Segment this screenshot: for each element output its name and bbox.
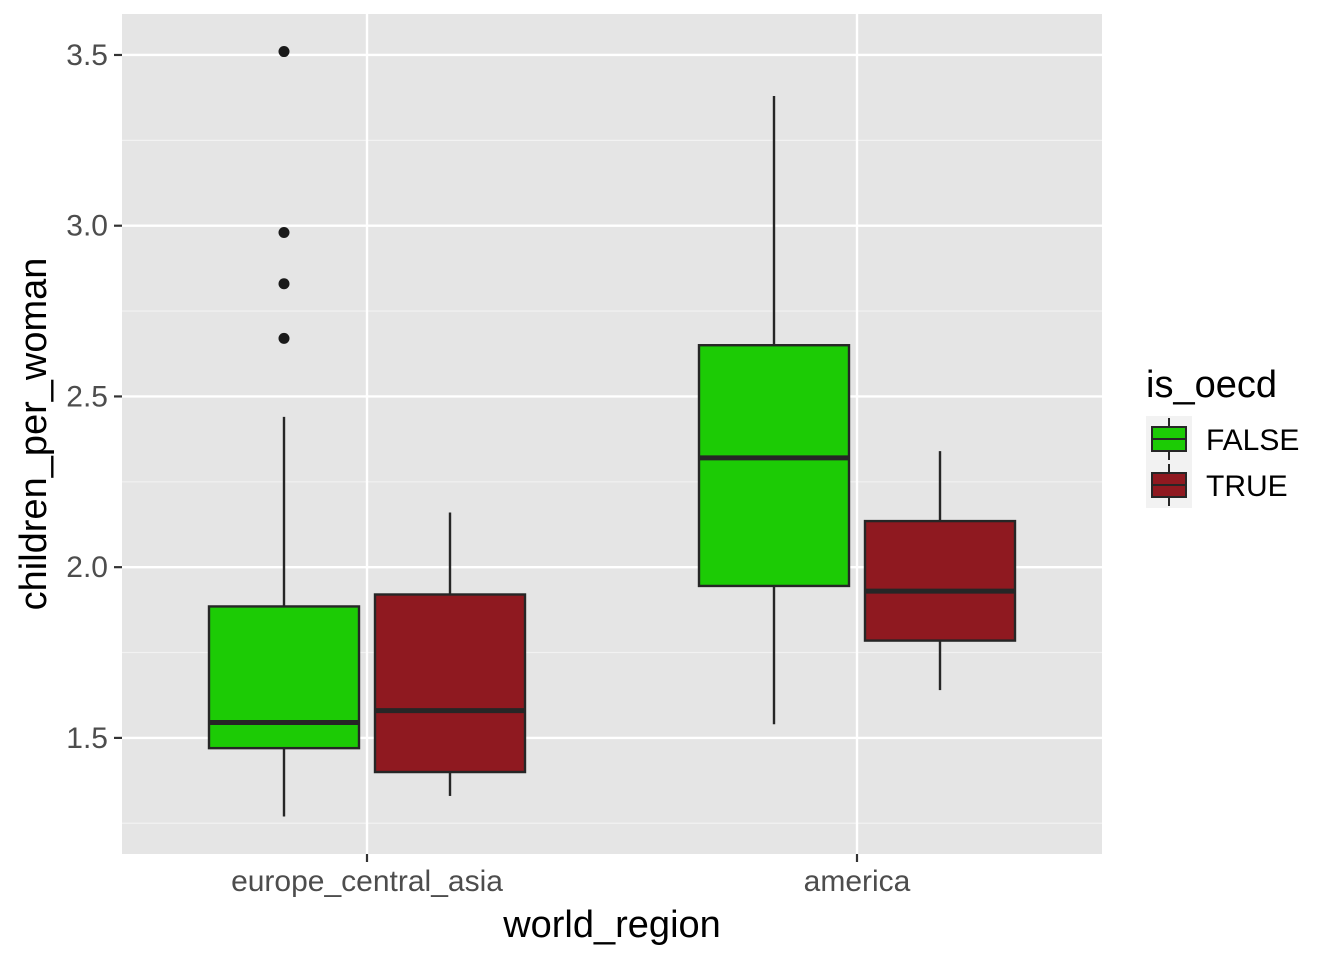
legend-title: is_oecd xyxy=(1146,364,1277,406)
y-axis-title: children_per_woman xyxy=(13,258,55,611)
x-axis-ticks: europe_central_asia america xyxy=(231,854,911,898)
iqr-box xyxy=(373,593,527,774)
legend-item-false: FALSE xyxy=(1146,416,1299,462)
iqr-box xyxy=(207,605,361,750)
x-axis-title: world_region xyxy=(502,904,721,946)
y-tick-label: 2.5 xyxy=(66,380,108,413)
box-false-europe_central_asia xyxy=(207,46,361,817)
outlier-point xyxy=(278,332,290,344)
y-tick-label: 3.0 xyxy=(66,210,108,243)
outlier-point xyxy=(278,278,290,290)
legend-label: FALSE xyxy=(1206,424,1299,457)
outlier-point xyxy=(278,227,290,239)
y-tick-label: 1.5 xyxy=(66,722,108,755)
box-series xyxy=(207,46,1017,817)
outlier-point xyxy=(278,46,290,58)
y-tick-label: 2.0 xyxy=(66,551,108,584)
x-tick-label: america xyxy=(804,865,911,898)
legend-label: TRUE xyxy=(1206,470,1288,503)
legend: is_oecd FALSE TRUE xyxy=(1146,364,1299,508)
x-tick-label: europe_central_asia xyxy=(231,865,503,898)
legend-item-true: TRUE xyxy=(1146,462,1288,508)
iqr-box xyxy=(697,344,851,588)
y-tick-label: 3.5 xyxy=(66,39,108,72)
box-true-america xyxy=(863,451,1017,691)
box-false-america xyxy=(697,95,851,725)
y-axis-ticks: 1.5 2.0 2.5 3.0 3.5 xyxy=(66,39,122,755)
iqr-box xyxy=(863,519,1017,642)
box-true-europe_central_asia xyxy=(373,512,527,796)
